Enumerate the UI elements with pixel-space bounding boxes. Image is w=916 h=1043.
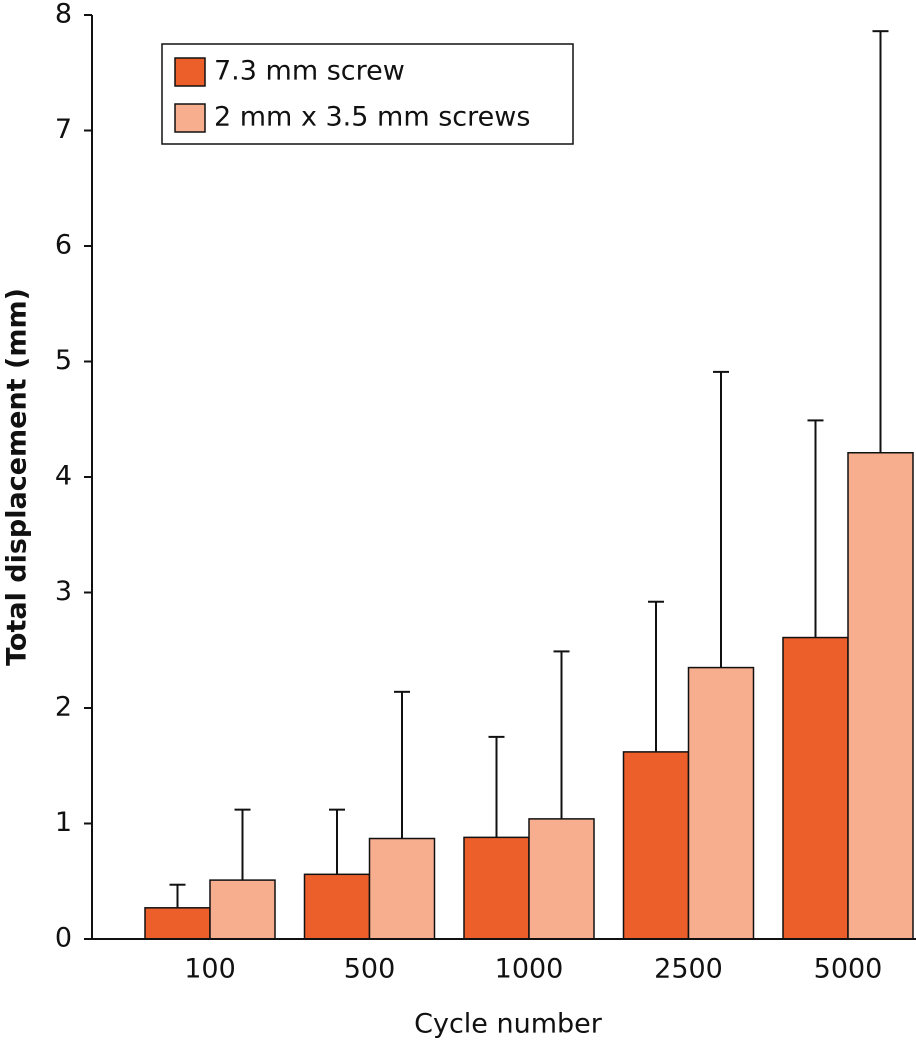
bar bbox=[368, 837, 436, 940]
error-bar bbox=[394, 690, 410, 839]
bar bbox=[144, 907, 211, 940]
error-bar bbox=[169, 883, 186, 908]
error-bar bbox=[553, 650, 570, 819]
bar bbox=[782, 636, 849, 940]
legend-label: 2 mm x 3.5 mm screws bbox=[214, 102, 530, 133]
bar bbox=[847, 451, 914, 940]
error-bar bbox=[807, 419, 824, 638]
error-bar bbox=[488, 735, 505, 838]
y-tick-label: 5 bbox=[55, 345, 72, 376]
legend-swatch bbox=[174, 57, 206, 87]
x-tick-label: 5000 bbox=[814, 954, 883, 985]
x-tick-label: 100 bbox=[184, 954, 236, 985]
bar bbox=[303, 873, 371, 940]
y-tick-label: 8 bbox=[55, 0, 72, 30]
error-bar bbox=[329, 808, 345, 875]
x-tick-label: 2500 bbox=[654, 954, 723, 985]
y-tick-label: 7 bbox=[55, 114, 72, 145]
legend-box bbox=[161, 43, 574, 145]
x-tick-label: 1000 bbox=[495, 954, 564, 985]
y-tick-label: 6 bbox=[55, 230, 72, 261]
error-bar bbox=[234, 808, 251, 881]
legend-label: 7.3 mm screw bbox=[214, 56, 405, 87]
y-tick-label: 4 bbox=[55, 461, 72, 492]
error-bar bbox=[648, 600, 664, 752]
error-bar bbox=[872, 30, 889, 453]
bar bbox=[528, 818, 595, 940]
error-bar bbox=[713, 370, 729, 668]
y-tick-label: 3 bbox=[55, 576, 72, 607]
bar bbox=[209, 879, 276, 940]
x-tick-label: 500 bbox=[344, 954, 396, 985]
bar bbox=[463, 836, 530, 940]
x-axis-label: Cycle number bbox=[414, 1009, 603, 1040]
y-tick-label: 1 bbox=[55, 807, 72, 838]
y-tick-label: 2 bbox=[55, 692, 72, 723]
bar bbox=[622, 751, 690, 940]
legend-swatch bbox=[174, 103, 206, 133]
bar bbox=[687, 666, 755, 940]
y-axis-label: Total displacement (mm) bbox=[2, 288, 33, 666]
y-tick-label: 0 bbox=[55, 923, 72, 954]
